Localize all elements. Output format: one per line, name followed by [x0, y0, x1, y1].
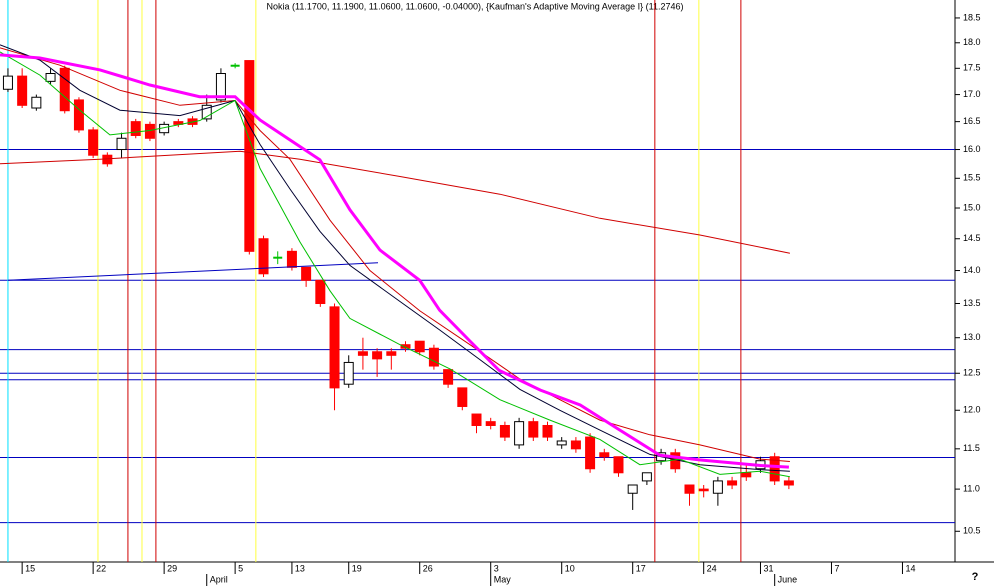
candle-body	[73, 99, 84, 131]
candle-body	[443, 369, 454, 385]
indicator-line	[0, 51, 790, 478]
candle-body	[31, 96, 42, 109]
candle-body	[88, 129, 99, 156]
candle-body	[428, 347, 439, 367]
y-tick-label: 11.5	[963, 443, 980, 453]
x-tick-label: 15	[25, 563, 35, 573]
x-tick-label: 13	[295, 563, 305, 573]
y-tick-label: 14.5	[963, 233, 981, 243]
candle-body	[556, 440, 567, 446]
y-tick-label: 15.0	[963, 202, 981, 212]
candle-body	[599, 452, 610, 458]
candle-body	[570, 440, 581, 450]
y-tick-label: 18.0	[963, 37, 981, 47]
x-tick-label: 26	[423, 563, 433, 573]
x-tick-label: 7	[834, 563, 839, 573]
candle-body	[499, 424, 510, 438]
candle-body	[201, 104, 212, 120]
candle-body	[2, 75, 13, 90]
candle-body	[357, 351, 368, 356]
y-tick-label: 12.0	[963, 405, 981, 415]
y-tick-label: 15.5	[963, 173, 981, 183]
candle-body	[329, 306, 340, 389]
indicator-line	[0, 44, 790, 472]
y-tick-label: 17.5	[963, 63, 981, 73]
candle-body	[414, 340, 425, 353]
x-tick-label: 10	[565, 563, 575, 573]
candle-body	[286, 250, 297, 268]
candle-body	[485, 421, 496, 426]
candle-body	[215, 73, 226, 101]
x-tick-label: 29	[167, 563, 177, 573]
candle-body	[641, 472, 652, 482]
candle-body	[741, 472, 752, 478]
indicator-line	[0, 47, 790, 462]
month-label: May	[494, 574, 512, 584]
y-tick-label: 12.5	[963, 368, 981, 378]
candle-body	[542, 424, 553, 438]
candle-body	[45, 73, 56, 82]
indicator-line	[7, 262, 379, 281]
candle-body	[102, 154, 113, 165]
month-label: June	[778, 574, 798, 584]
candle-body	[244, 60, 255, 252]
candle-body	[528, 421, 539, 438]
candle-body	[471, 413, 482, 426]
candle-body	[59, 67, 70, 112]
candle-body	[727, 480, 738, 486]
y-tick-label: 16.5	[963, 116, 981, 126]
indicator-line	[0, 150, 790, 254]
y-tick-label: 14.0	[963, 265, 981, 275]
help-mark[interactable]: ?	[972, 571, 979, 583]
candle-body	[400, 344, 411, 349]
candle-body	[457, 387, 468, 407]
candle-body	[712, 480, 723, 494]
y-tick-label: 18.5	[963, 12, 981, 22]
x-tick-label: 22	[96, 563, 106, 573]
y-tick-label: 11.0	[963, 483, 980, 493]
month-label: April	[210, 574, 228, 584]
candle-body	[514, 421, 525, 446]
candle-body	[258, 238, 269, 275]
candle-body	[386, 351, 397, 356]
candle-body	[17, 75, 28, 106]
x-tick-label: 31	[763, 563, 773, 573]
candle-body	[769, 456, 780, 482]
candle-body	[684, 484, 695, 494]
y-tick-label: 10.5	[963, 526, 981, 536]
candle-body	[613, 456, 624, 474]
candle-body	[627, 484, 638, 494]
y-tick-label: 13.0	[963, 332, 981, 342]
candle-body	[343, 361, 354, 385]
candle-body	[783, 480, 794, 486]
indicator-line	[0, 53, 789, 469]
candle-body	[698, 488, 709, 492]
x-tick-label: 5	[238, 563, 243, 573]
candle-body	[315, 279, 326, 305]
x-tick-label: 24	[707, 563, 717, 573]
candle-body	[585, 436, 596, 470]
candle-body	[301, 266, 312, 281]
chart-title: Nokia (11.1700, 11.1900, 11.0600, 11.060…	[266, 1, 683, 11]
y-tick-label: 16.0	[963, 144, 981, 154]
y-tick-label: 13.5	[963, 298, 981, 308]
x-tick-label: 14	[905, 563, 915, 573]
candle-body	[372, 351, 383, 360]
candle-body	[130, 121, 141, 136]
x-tick-label: 19	[352, 563, 362, 573]
x-tick-label: 3	[494, 563, 499, 573]
x-tick-label: 17	[636, 563, 646, 573]
candle-body	[116, 137, 127, 151]
y-tick-label: 17.0	[963, 89, 981, 99]
